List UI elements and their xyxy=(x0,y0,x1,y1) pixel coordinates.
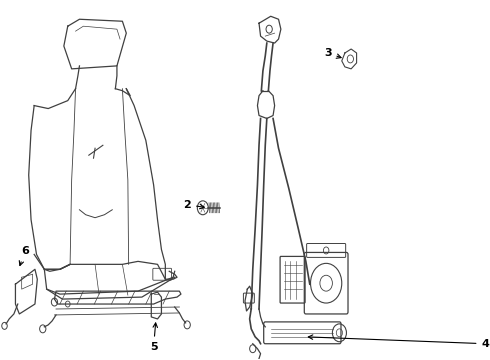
Text: 3: 3 xyxy=(324,48,341,58)
Text: 5: 5 xyxy=(150,323,157,352)
Text: 1: 1 xyxy=(0,359,1,360)
Text: 6: 6 xyxy=(19,247,29,266)
Text: 4: 4 xyxy=(308,335,490,349)
Text: 2: 2 xyxy=(183,200,204,210)
